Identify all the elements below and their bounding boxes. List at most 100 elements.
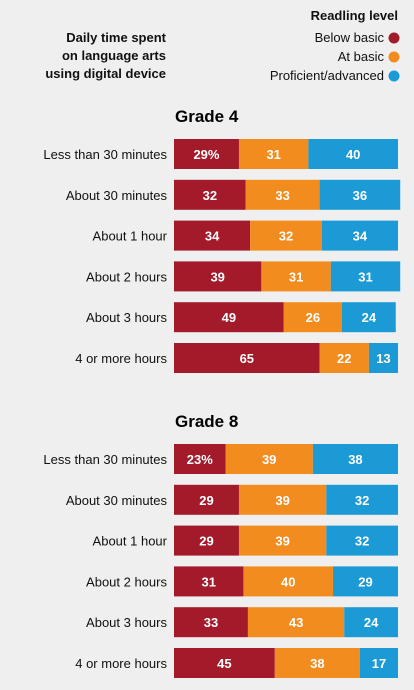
legend: Readling level Below basic At basic Prof…	[270, 8, 400, 83]
legend-swatch-below-basic	[388, 32, 400, 44]
bar-value-label: 49	[222, 310, 236, 325]
bar-segment-proficient	[321, 220, 398, 251]
bar-value-label: 31	[266, 147, 280, 162]
row-header-line-3: using digital device	[45, 66, 166, 81]
bar-segment-at-basic	[225, 444, 313, 474]
panel-title-grade-8: Grade 8	[175, 412, 238, 431]
bar-segment-proficient	[330, 261, 401, 292]
bar-segment-at-basic	[247, 607, 345, 638]
legend-swatch-proficient	[388, 70, 400, 82]
bar-value-label: 32	[355, 534, 369, 549]
bar-value-label: 32	[279, 229, 293, 244]
bar-value-label: 43	[289, 615, 303, 630]
legend-label-at-basic: At basic	[338, 49, 385, 64]
bar-value-label: 29%	[193, 147, 219, 162]
bar-value-label: 32	[355, 493, 369, 508]
category-label: Less than 30 minutes	[43, 452, 167, 467]
bar-segment-proficient	[342, 302, 396, 333]
category-label: 4 or more hours	[75, 656, 167, 671]
bar-value-label: 22	[337, 351, 351, 366]
category-label: 4 or more hours	[75, 351, 167, 366]
bar-segment-below-basic	[174, 261, 262, 292]
panel-title-grade-4: Grade 4	[175, 107, 239, 126]
category-label: About 2 hours	[86, 269, 167, 284]
bar-value-label: 39	[275, 534, 289, 549]
bar-segment-proficient	[326, 525, 398, 556]
bar-value-label: 39	[275, 493, 289, 508]
bar-segment-proficient	[359, 648, 398, 678]
bar-value-label: 39	[210, 269, 224, 284]
bar-segment-at-basic	[238, 525, 327, 556]
bar-value-label: 33	[204, 615, 218, 630]
bar-segment-at-basic	[319, 343, 369, 373]
bar-value-label: 13	[376, 351, 390, 366]
bar-value-label: 31	[358, 269, 372, 284]
legend-title: Readling level	[311, 8, 398, 23]
bar-value-label: 40	[281, 574, 295, 589]
bar-segment-below-basic	[174, 525, 239, 556]
legend-label-below-basic: Below basic	[315, 30, 385, 45]
bar-value-label: 31	[289, 269, 303, 284]
panel-grade-4: Less than 30 minutes 29% 31 40 About 30 minu…	[43, 139, 401, 373]
panel-grade-8: Less than 30 minutes 23% 39 38 About 30 minu…	[43, 444, 398, 678]
bar-value-label: 32	[203, 188, 217, 203]
bar-segment-below-basic	[174, 444, 226, 474]
bar-segment-below-basic	[174, 179, 246, 210]
bar-value-label: 45	[217, 656, 231, 671]
bar-value-label: 38	[348, 452, 362, 467]
bar-value-label: 38	[310, 656, 324, 671]
category-label: About 1 hour	[93, 534, 168, 549]
bar-segment-at-basic	[238, 139, 309, 169]
bar-segment-below-basic	[174, 648, 275, 678]
row-header-line-1: Daily time spent	[66, 30, 166, 45]
bar-segment-proficient	[368, 343, 398, 373]
bar-segment-proficient	[319, 179, 401, 210]
bar-value-label: 23%	[187, 452, 213, 467]
bar-segment-below-basic	[174, 566, 244, 597]
category-label: About 30 minutes	[66, 188, 168, 203]
bar-segment-below-basic	[174, 139, 239, 169]
bar-value-label: 29	[199, 534, 213, 549]
bar-segment-proficient	[312, 444, 398, 474]
category-label: About 30 minutes	[66, 493, 168, 508]
bar-value-label: 17	[372, 656, 386, 671]
bar-segment-below-basic	[174, 484, 239, 515]
bar-segment-at-basic	[261, 261, 331, 292]
bar-segment-at-basic	[238, 484, 327, 515]
bar-segment-proficient	[344, 607, 398, 638]
legend-label-proficient: Proficient/advanced	[270, 68, 384, 83]
category-label: About 3 hours	[86, 615, 167, 630]
bar-value-label: 40	[346, 147, 360, 162]
category-label: About 3 hours	[86, 310, 167, 325]
bar-segment-at-basic	[245, 179, 320, 210]
bar-value-label: 29	[358, 574, 372, 589]
category-label: About 1 hour	[93, 229, 168, 244]
bar-segment-below-basic	[174, 302, 284, 333]
bar-segment-proficient	[326, 484, 398, 515]
row-header-line-2: on language arts	[62, 48, 166, 63]
bar-segment-below-basic	[174, 343, 320, 373]
bar-value-label: 34	[353, 229, 368, 244]
bar-value-label: 34	[205, 229, 220, 244]
bar-value-label: 31	[201, 574, 215, 589]
bar-value-label: 24	[362, 310, 377, 325]
bar-segment-proficient	[308, 139, 398, 169]
legend-swatch-at-basic	[388, 51, 400, 63]
bar-value-label: 33	[275, 188, 289, 203]
bar-segment-at-basic	[250, 220, 322, 251]
bar-value-label: 65	[240, 351, 254, 366]
row-header: Daily time spent on language arts using …	[45, 30, 166, 81]
bar-segment-proficient	[333, 566, 398, 597]
category-label: About 2 hours	[86, 574, 167, 589]
bar-segment-at-basic	[283, 302, 342, 333]
bar-value-label: 39	[262, 452, 276, 467]
bar-value-label: 26	[306, 310, 320, 325]
bar-value-label: 29	[199, 493, 213, 508]
category-label: Less than 30 minutes	[43, 147, 167, 162]
bar-segment-below-basic	[174, 220, 251, 251]
bar-segment-below-basic	[174, 607, 248, 638]
bar-segment-at-basic	[274, 648, 360, 678]
bar-segment-at-basic	[243, 566, 334, 597]
bar-value-label: 24	[364, 615, 379, 630]
